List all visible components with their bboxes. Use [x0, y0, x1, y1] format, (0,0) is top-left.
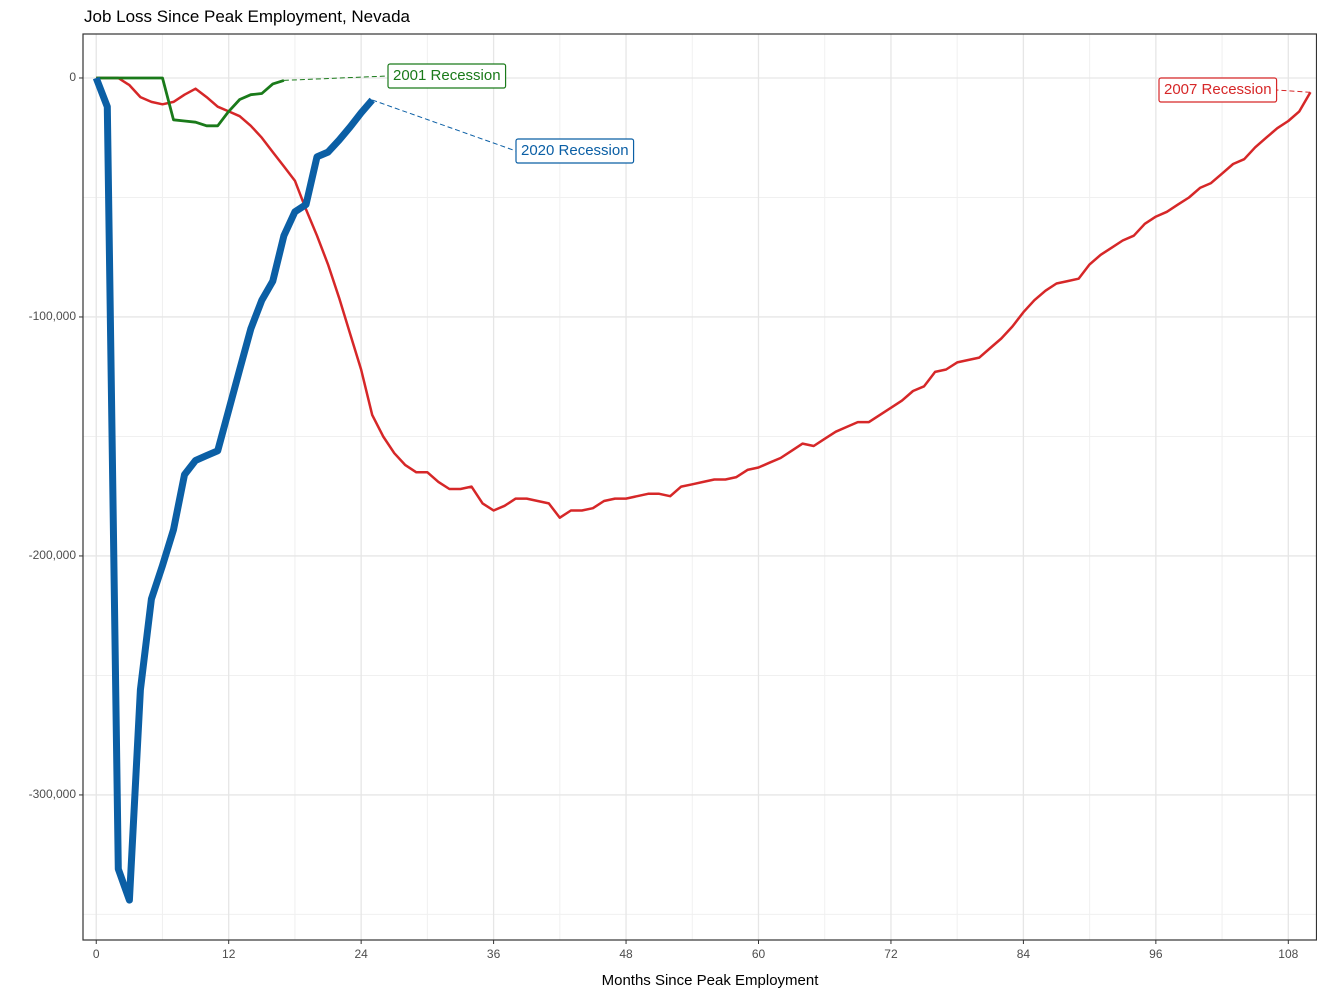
leader-line — [283, 75, 389, 81]
series-line — [96, 76, 1312, 519]
series — [96, 76, 285, 128]
y-tick-label: -100,000 — [29, 309, 77, 323]
series-line — [96, 76, 285, 128]
y-tick-label: 0 — [69, 70, 76, 84]
x-tick-label: 72 — [884, 947, 898, 961]
series-label: 2001 Recession — [283, 63, 507, 89]
x-axis-title: Months Since Peak Employment — [602, 972, 820, 989]
panel-border — [82, 33, 1317, 941]
chart-title: Job Loss Since Peak Employment, Nevada — [84, 7, 411, 26]
x-tick-label: 84 — [1017, 947, 1031, 961]
x-tick-label: 24 — [354, 947, 368, 961]
series — [96, 76, 1312, 519]
y-tick-label: -200,000 — [29, 548, 77, 562]
x-tick-label: 96 — [1149, 947, 1163, 961]
x-tick-label: 12 — [222, 947, 236, 961]
series — [92, 76, 375, 904]
leader-line — [372, 99, 517, 152]
x-tick-label: 0 — [93, 947, 100, 961]
x-tick-label: 48 — [619, 947, 633, 961]
x-tick-label: 36 — [487, 947, 501, 961]
series-label: 2020 Recession — [372, 99, 635, 164]
x-tick-label: 108 — [1278, 947, 1298, 961]
series-line — [92, 76, 375, 904]
series-label: 2007 Recession — [1158, 77, 1311, 103]
series-label-text: 2020 Recession — [521, 142, 629, 159]
y-tick-label: -300,000 — [29, 787, 77, 801]
series-label-text: 2001 Recession — [393, 67, 501, 84]
x-tick-label: 60 — [752, 947, 766, 961]
series-label-text: 2007 Recession — [1164, 81, 1272, 98]
leader-line — [1276, 89, 1311, 93]
